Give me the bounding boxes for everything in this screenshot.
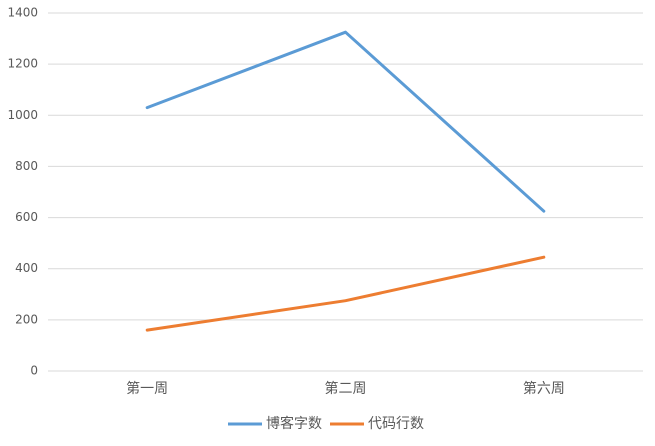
x-tick-label: 第二周 <box>325 380 367 397</box>
x-tick-label: 第六周 <box>523 380 565 397</box>
y-tick-label: 1400 <box>7 6 38 20</box>
y-tick-label: 400 <box>15 261 38 275</box>
legend-label: 博客字数 <box>266 415 322 432</box>
line-series <box>145 255 546 332</box>
y-tick-label: 800 <box>15 159 38 173</box>
y-tick-label: 0 <box>30 364 38 378</box>
line-series <box>145 30 546 213</box>
legend-label: 代码行数 <box>368 416 424 432</box>
y-tick-label: 1000 <box>7 108 38 122</box>
y-tick-label: 600 <box>15 210 38 224</box>
x-tick-label: 第一周 <box>126 380 168 397</box>
y-tick-label: 1200 <box>7 57 38 71</box>
y-tick-label: 200 <box>15 312 38 326</box>
